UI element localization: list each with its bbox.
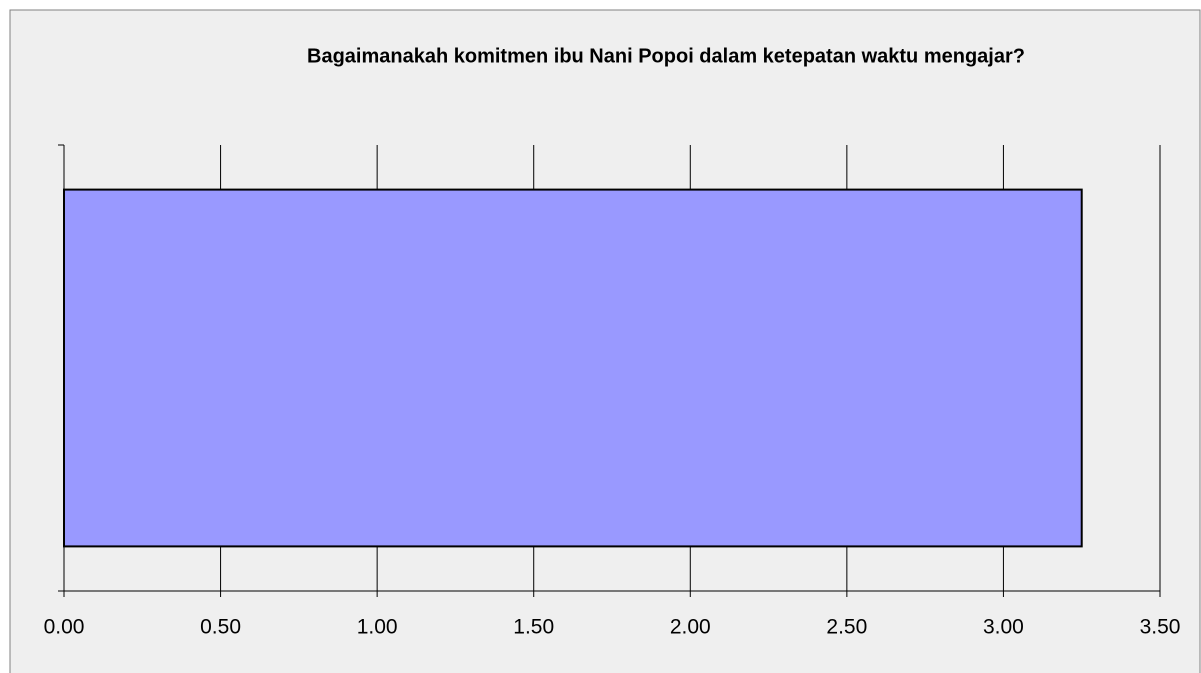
x-tick-label: 2.00 bbox=[670, 616, 711, 639]
x-tick-label: 3.50 bbox=[1140, 616, 1181, 639]
x-tick-label: 1.00 bbox=[357, 616, 398, 639]
x-tick-label: 3.00 bbox=[983, 616, 1024, 639]
x-tick-label: 2.50 bbox=[826, 616, 867, 639]
x-tick-label: 1.50 bbox=[513, 616, 554, 639]
chart-title: Bagaimanakah komitmen ibu Nani Popoi dal… bbox=[307, 45, 1025, 67]
x-tick-label: 0.00 bbox=[44, 616, 85, 639]
bar bbox=[63, 188, 1083, 548]
x-tick-label: 0.50 bbox=[200, 616, 241, 639]
